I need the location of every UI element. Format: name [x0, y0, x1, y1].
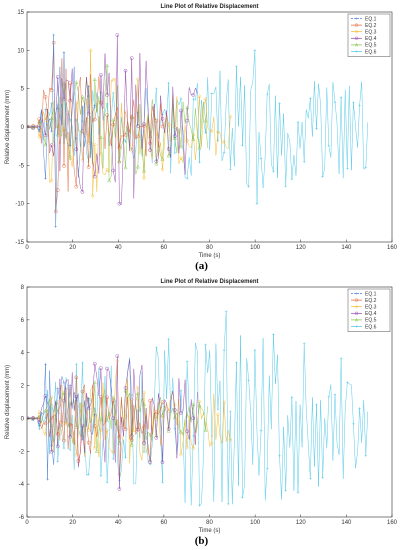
- panel-label-b: (b): [194, 535, 209, 547]
- series-markers-eq6: [27, 49, 368, 205]
- x-tick-label: 100: [250, 520, 261, 526]
- legend-entry: EQ.3: [365, 305, 377, 311]
- y-tick-label: 8: [21, 285, 25, 291]
- legend-box: [347, 288, 391, 332]
- series-markers-eq2: [27, 40, 165, 214]
- figure-panel-a: Line Plot of Relative Displacement 0 20 40 6…: [5, 4, 398, 272]
- x-tick-label: 0: [25, 520, 29, 526]
- legend-box: [347, 13, 391, 57]
- series-line-eq5: [27, 65, 208, 181]
- x-tick-label: 20: [69, 520, 76, 526]
- x-tick-label: 60: [161, 520, 168, 526]
- series-line-eq1: [27, 364, 96, 480]
- panel-label-a: (a): [195, 260, 208, 272]
- legend-entry: EQ.3: [365, 30, 377, 36]
- legend-entry: EQ.5: [365, 43, 377, 49]
- series-line-eq5: [27, 382, 208, 452]
- x-tick-label: 120: [296, 520, 307, 526]
- x-tick-label: 120: [296, 245, 307, 251]
- series-markers-eq1: [27, 362, 97, 481]
- y-tick-label: 6: [21, 318, 25, 324]
- figure-panel-b: Line Plot of Relative Displacement 0 20 40 6…: [0, 275, 403, 550]
- series-line-eq1: [27, 34, 96, 227]
- x-axis-label: Time (s): [199, 253, 221, 259]
- chart-a: Line Plot of Relative Displacement 0 20 40 6…: [5, 4, 398, 259]
- legend-entry: EQ.4: [365, 311, 377, 317]
- y-tick-label: -4: [19, 482, 25, 488]
- y-tick-label: -6: [19, 515, 25, 521]
- legend-entry: EQ.2: [365, 298, 377, 304]
- series-markers-eq1: [27, 33, 97, 228]
- legend-entry: EQ.1: [365, 16, 377, 22]
- legend-entry: EQ.4: [365, 36, 377, 42]
- x-tick-label: 20: [69, 245, 76, 251]
- x-tick-label: 80: [206, 520, 213, 526]
- series-line-eq2: [27, 42, 163, 212]
- plot-area: [26, 286, 393, 518]
- y-tick-label: 10: [17, 48, 24, 54]
- series-line-eq2: [27, 377, 163, 462]
- series-line-eq4: [27, 355, 198, 490]
- x-tick-label: 140: [341, 520, 352, 526]
- series-line-eq6: [27, 311, 369, 506]
- y-axis-label: Relative displacement (mm): [5, 90, 11, 164]
- legend-entry: EQ.6: [365, 49, 377, 55]
- x-axis-label: Time (s): [199, 528, 221, 534]
- y-tick-label: -2: [19, 449, 25, 455]
- x-tick-label: 160: [387, 520, 398, 526]
- series-line-eq3: [27, 50, 231, 197]
- y-tick-label: 15: [17, 10, 24, 16]
- legend-entry: EQ.2: [365, 23, 377, 29]
- legend: EQ.1EQ.2EQ.3EQ.4EQ.5EQ.6: [347, 13, 391, 57]
- series-markers-eq2: [27, 375, 165, 463]
- y-tick-label: -15: [15, 240, 24, 246]
- legend-entry: EQ.6: [365, 324, 377, 330]
- x-tick-label: 160: [387, 245, 398, 251]
- y-tick-label: -5: [19, 163, 25, 169]
- x-tick-label: 60: [161, 245, 168, 251]
- x-tick-label: 40: [115, 245, 122, 251]
- legend: EQ.1EQ.2EQ.3EQ.4EQ.5EQ.6: [347, 288, 391, 332]
- y-tick-label: 5: [21, 87, 25, 93]
- y-tick-label: -10: [15, 202, 24, 208]
- series-group: [27, 33, 369, 228]
- y-axis-label: Relative displacement (mm): [5, 365, 11, 439]
- x-tick-label: 40: [115, 520, 122, 526]
- x-tick-label: 80: [206, 245, 213, 251]
- chart-title: Line Plot of Relative Displacement: [160, 4, 258, 10]
- y-tick-label: 0: [21, 125, 25, 131]
- y-tick-label: 0: [21, 416, 25, 422]
- chart-title: Line Plot of Relative Displacement: [160, 279, 258, 285]
- legend-entry: EQ.1: [365, 291, 377, 297]
- legend-entry: EQ.5: [365, 318, 377, 324]
- y-tick-label: 4: [21, 351, 25, 357]
- series-markers-eq5: [27, 63, 208, 183]
- series-line-eq6: [27, 50, 369, 204]
- x-tick-label: 140: [341, 245, 352, 251]
- x-tick-label: 0: [25, 245, 29, 251]
- series-group: [27, 310, 369, 507]
- x-tick-label: 100: [250, 245, 261, 251]
- y-tick-label: 2: [21, 384, 25, 390]
